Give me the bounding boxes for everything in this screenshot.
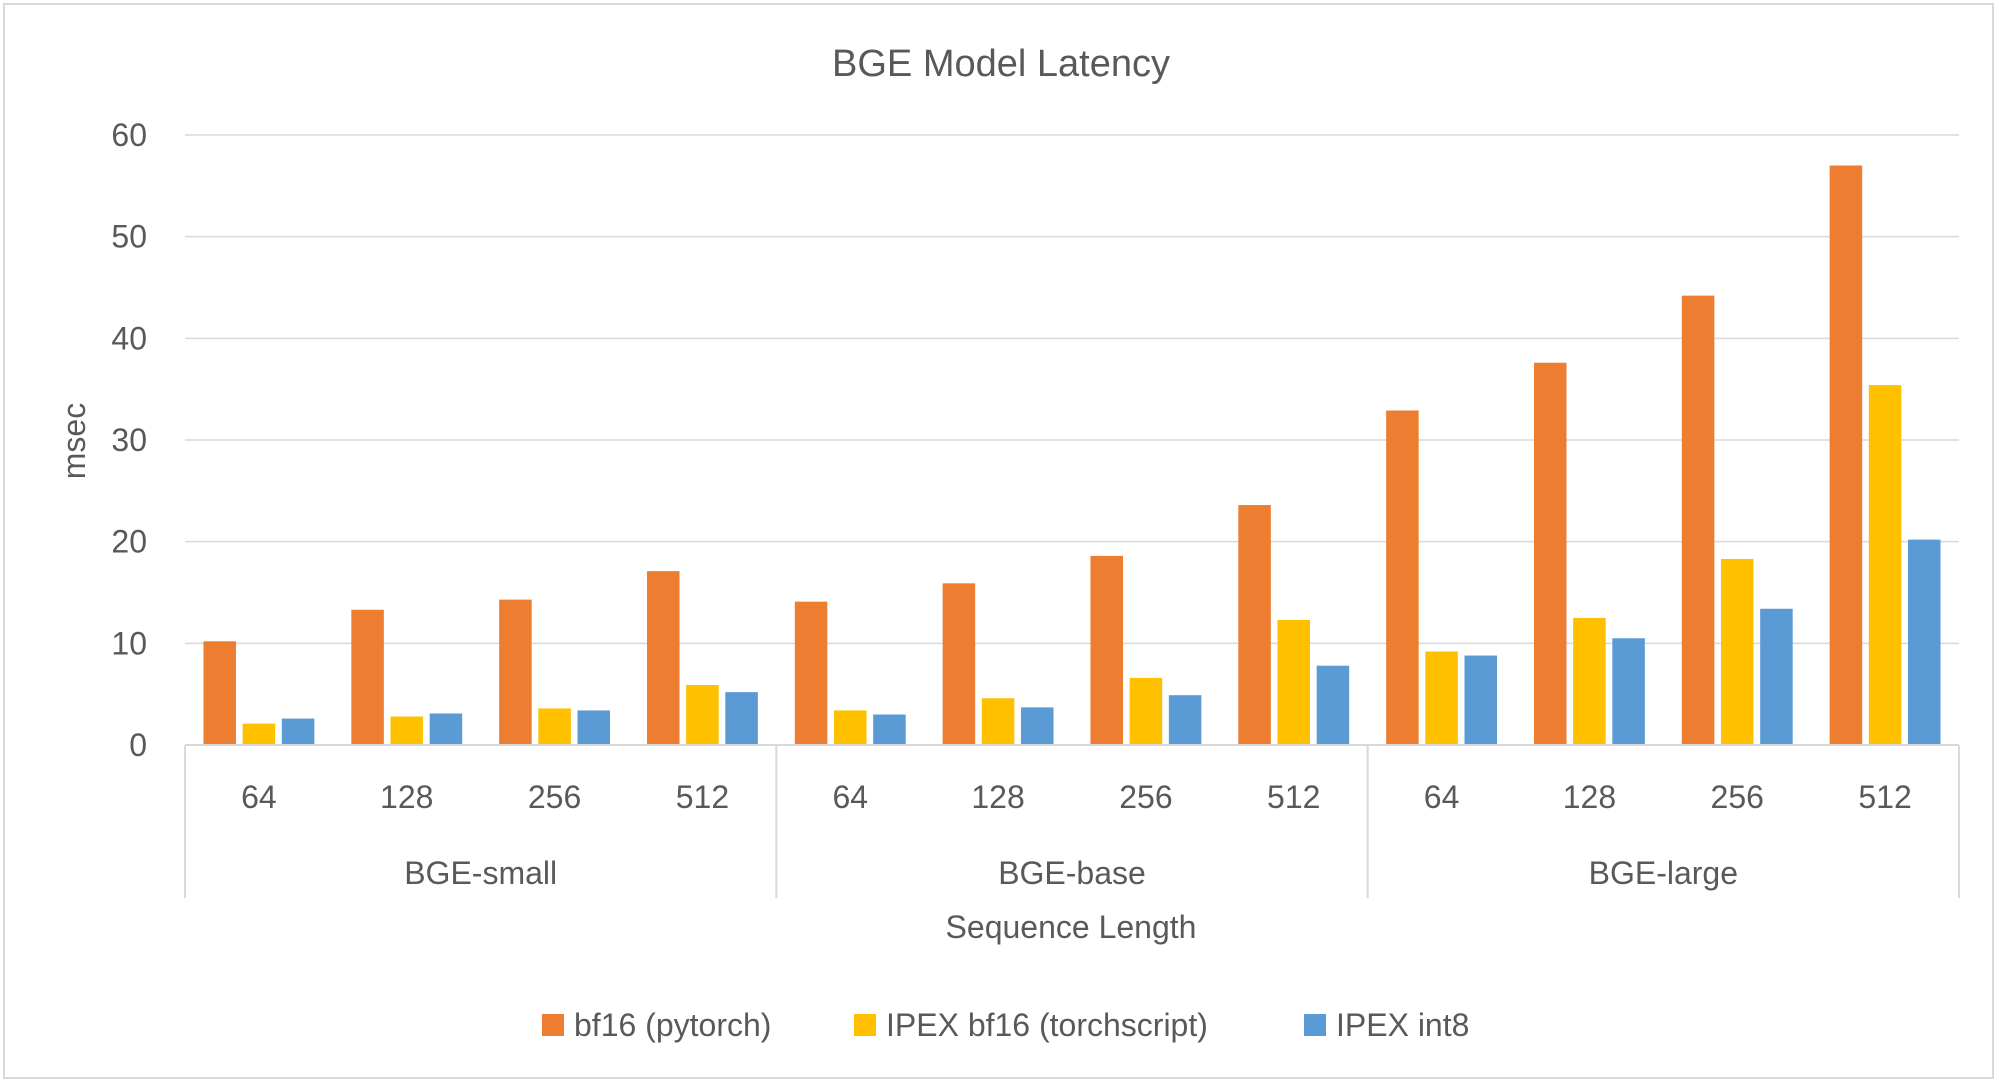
bar <box>686 685 719 745</box>
x-tick-label: 128 <box>1563 779 1616 815</box>
gridlines <box>185 134 1959 645</box>
bar <box>1573 617 1606 745</box>
bar <box>538 708 571 745</box>
bar <box>833 710 867 745</box>
bar <box>351 609 384 745</box>
bar-chart: BGE Model Latency 0 10 20 30 40 50 60 msec 64 1… <box>56 43 1960 1043</box>
group-label: BGE-large <box>1589 855 1738 891</box>
bar <box>1316 665 1350 745</box>
bar <box>203 641 237 745</box>
bars <box>203 165 1941 745</box>
x-axis-label: Sequence Length <box>946 909 1197 945</box>
bar <box>281 718 315 745</box>
legend-label: IPEX bf16 (torchscript) <box>886 1007 1208 1043</box>
bar <box>794 601 828 745</box>
y-tick-label: 30 <box>111 422 147 458</box>
bar <box>873 714 906 745</box>
bar <box>242 723 276 745</box>
x-tick-label: 512 <box>1858 779 1911 815</box>
x-tick-label: 64 <box>241 779 277 815</box>
y-tick-label: 0 <box>129 727 147 763</box>
x-tick-label: 512 <box>1267 779 1320 815</box>
bar <box>981 698 1015 745</box>
x-tick-label: 256 <box>1711 779 1764 815</box>
x-tick-label: 256 <box>528 779 581 815</box>
bar <box>1464 655 1498 745</box>
y-tick-label: 40 <box>111 320 147 356</box>
legend-swatch <box>854 1014 876 1036</box>
bar <box>942 583 976 745</box>
x-tick-label: 256 <box>1119 779 1172 815</box>
bar <box>1277 619 1311 745</box>
bar <box>1425 651 1458 745</box>
y-tick-label: 60 <box>111 117 147 153</box>
bar <box>390 716 424 745</box>
bar <box>1090 555 1124 745</box>
group-label: BGE-small <box>404 855 557 891</box>
bar <box>577 710 611 745</box>
bar <box>1760 608 1793 745</box>
legend: bf16 (pytorch) IPEX bf16 (torchscript) IPE… <box>542 1007 1469 1043</box>
bar <box>1829 165 1863 745</box>
bar <box>1020 707 1054 745</box>
bar <box>1720 558 1754 745</box>
legend-label: bf16 (pytorch) <box>574 1007 771 1043</box>
y-axis-label: msec <box>56 403 92 479</box>
bar <box>1612 638 1645 745</box>
chart-title: BGE Model Latency <box>832 43 1170 85</box>
bar <box>646 571 680 745</box>
bar <box>1129 677 1163 745</box>
legend-label: IPEX int8 <box>1336 1007 1469 1043</box>
bar <box>1168 695 1202 745</box>
y-tick-label: 50 <box>111 219 147 255</box>
x-tick-label: 512 <box>676 779 729 815</box>
y-tick-label: 10 <box>111 625 147 661</box>
bar <box>1238 505 1271 745</box>
legend-swatch <box>1304 1014 1326 1036</box>
bar <box>1907 539 1941 745</box>
bar <box>1386 410 1419 745</box>
x-tick-label: 128 <box>380 779 433 815</box>
y-tick-label: 20 <box>111 524 147 560</box>
bar <box>429 713 463 745</box>
bar <box>1681 295 1715 745</box>
x-axis: 64 128 256 512 64 128 256 512 64 128 256 512 BGE-sma… <box>184 744 1960 898</box>
x-tick-label: 64 <box>1424 779 1460 815</box>
x-tick-label: 128 <box>971 779 1024 815</box>
bar <box>1868 385 1902 745</box>
group-label: BGE-base <box>998 855 1146 891</box>
bar <box>725 692 758 745</box>
legend-swatch <box>542 1014 564 1036</box>
y-axis-ticks: 0 10 20 30 40 50 60 <box>111 117 147 763</box>
bar <box>499 599 532 745</box>
bar <box>1533 362 1567 745</box>
chart-frame: BGE Model Latency 0 10 20 30 40 50 60 msec 64 1… <box>3 3 1994 1079</box>
x-tick-label: 64 <box>832 779 868 815</box>
